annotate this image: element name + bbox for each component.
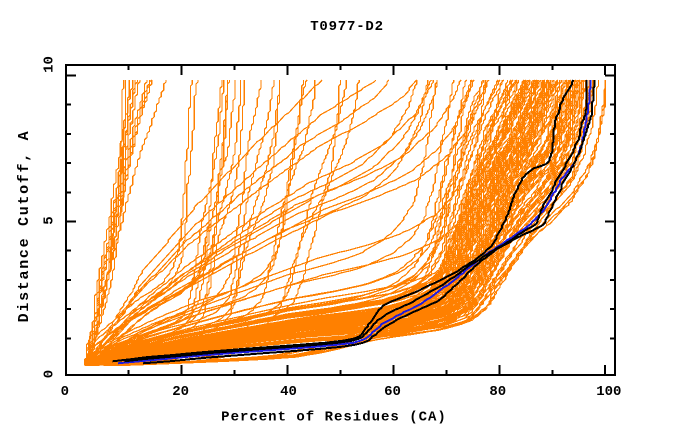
svg-text:0: 0 xyxy=(61,384,69,400)
svg-text:80: 80 xyxy=(489,384,506,400)
svg-text:Distance Cutoff, A: Distance Cutoff, A xyxy=(16,130,33,323)
svg-text:10: 10 xyxy=(42,56,58,73)
svg-text:0: 0 xyxy=(42,370,58,378)
svg-text:60: 60 xyxy=(384,384,401,400)
svg-text:Percent of Residues (CA): Percent of Residues (CA) xyxy=(221,410,447,426)
svg-text:100: 100 xyxy=(596,384,621,400)
svg-text:T0977-D2: T0977-D2 xyxy=(310,19,384,35)
svg-text:40: 40 xyxy=(280,384,297,400)
svg-text:20: 20 xyxy=(172,384,189,400)
svg-text:5: 5 xyxy=(42,216,58,224)
